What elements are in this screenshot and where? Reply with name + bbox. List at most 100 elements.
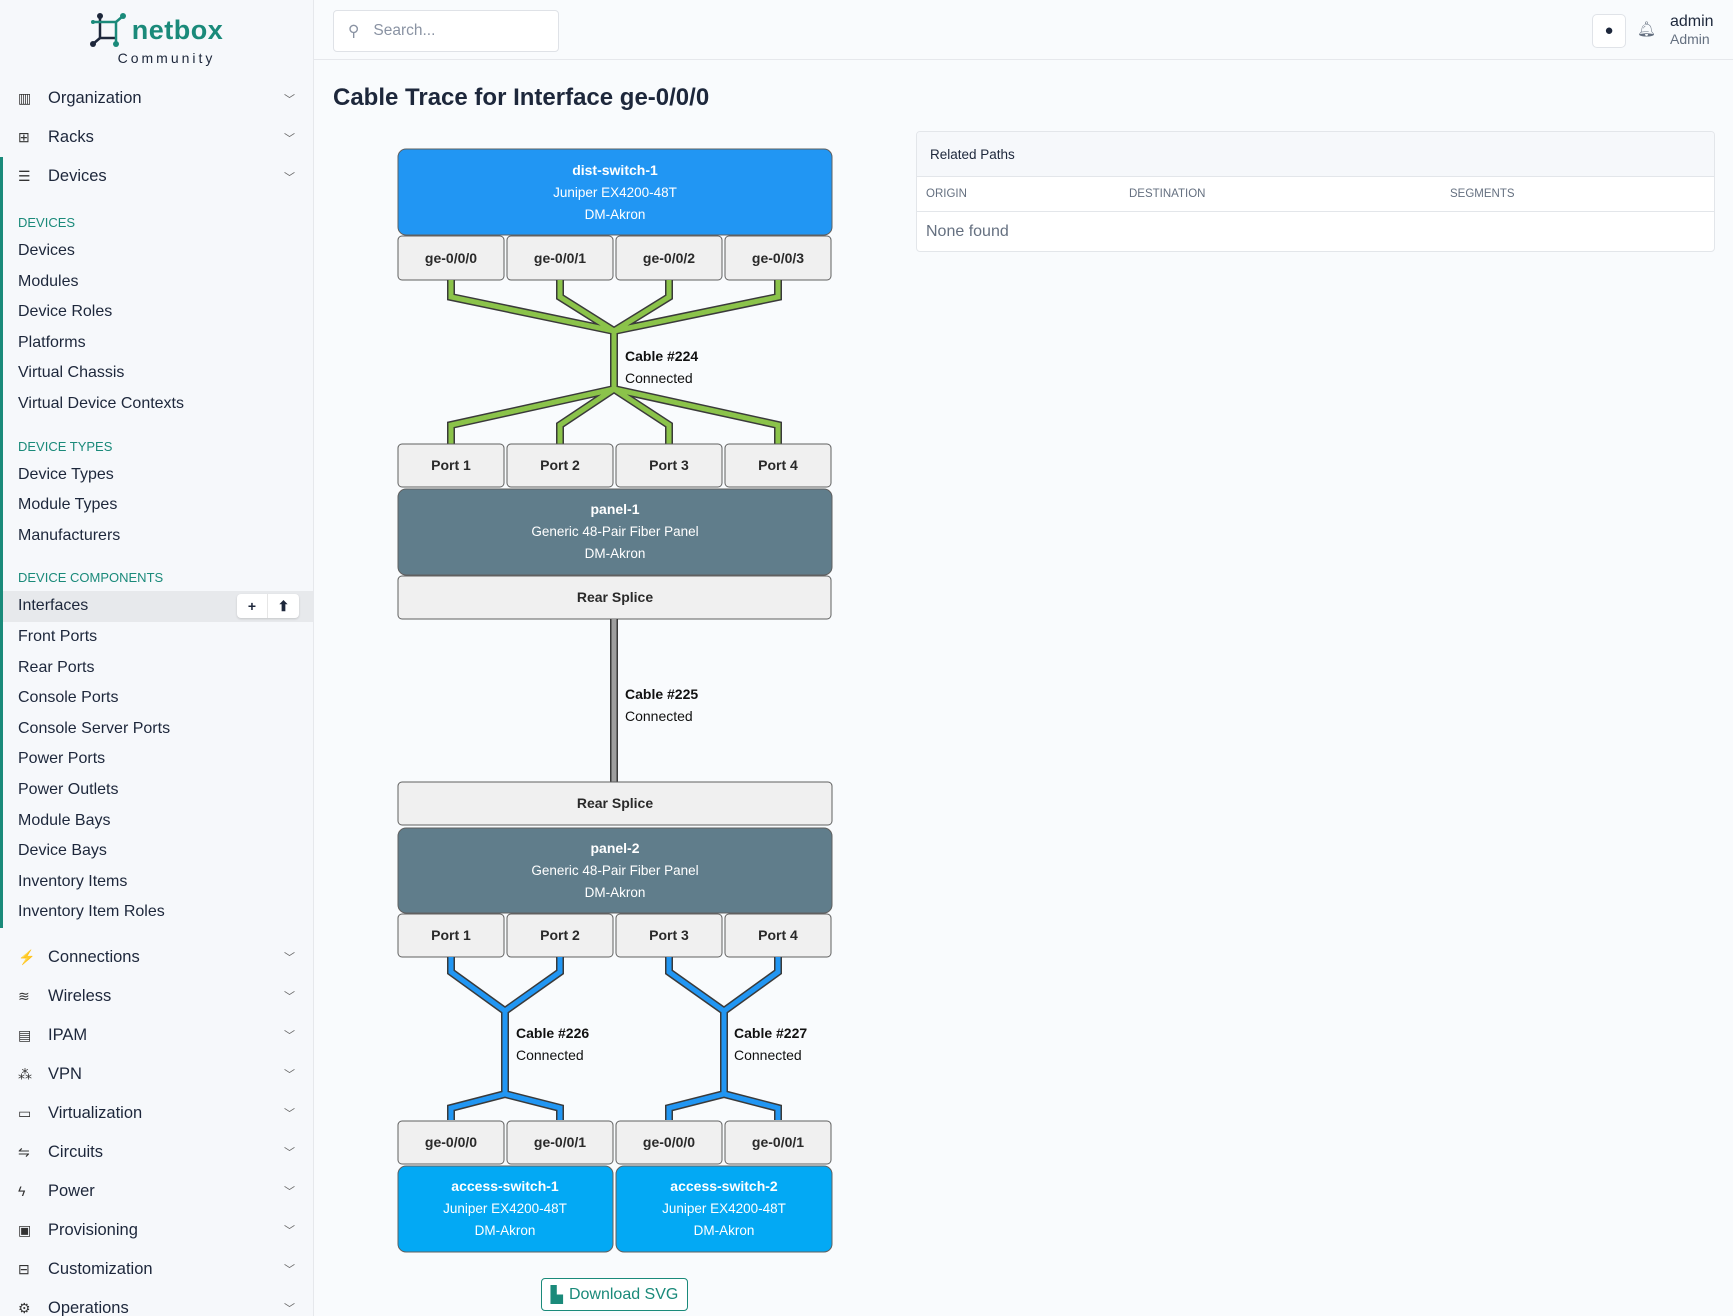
sidebar-item-power-ports[interactable]: Power Ports (18, 750, 106, 768)
port-label: Port 4 (758, 457, 798, 473)
sidebar-item-modules[interactable]: Modules (18, 272, 79, 290)
theme-toggle-button[interactable]: ● (1592, 14, 1626, 48)
sidebar-item-rear-ports[interactable]: Rear Ports (18, 658, 95, 676)
user-role: Admin (1670, 31, 1710, 47)
download-svg-button[interactable]: ▙ Download SVG (541, 1278, 688, 1311)
sidebar-item-device-bays[interactable]: Device Bays (18, 842, 107, 860)
sidebar-item-front-ports[interactable]: Front Ports (18, 627, 98, 645)
chevron-down-icon: ﹀ (284, 1147, 295, 1160)
chevron-down-icon: ﹀ (284, 93, 295, 106)
sidebar-item-device-roles[interactable]: Device Roles (18, 303, 113, 321)
front-port-2[interactable]: Port 2 (506, 913, 614, 958)
sidebar-item-device-types[interactable]: Device Types (18, 465, 114, 483)
nav-circuits[interactable]: ⇋ Circuits ﹀ (0, 1133, 313, 1172)
search-input[interactable]: ⚲ Search... (333, 10, 559, 52)
cable-status: Connected (625, 708, 693, 724)
nav-power[interactable]: ϟ Power ﹀ (0, 1172, 313, 1211)
sidebar-item-manufacturers[interactable]: Manufacturers (18, 526, 121, 544)
user-name: admin (1670, 13, 1714, 30)
device-site: DM-Akron (585, 207, 646, 222)
front-port-1[interactable]: Port 1 (397, 913, 505, 958)
column-destination[interactable]: Destination (1129, 188, 1206, 200)
interface-ge-0-0-2[interactable]: ge-0/0/2 (615, 235, 723, 281)
sidebar-item-virtual-chassis[interactable]: Virtual Chassis (18, 364, 125, 382)
netbox-logo[interactable]: netbox Community (0, 0, 313, 79)
cable-label[interactable]: Cable #225 (625, 686, 698, 702)
nav-connections[interactable]: ⚡ Connections ﹀ (0, 938, 313, 977)
cable-227[interactable]: Cable #227 Connected (665, 957, 807, 1120)
file-icon: ▣ (18, 1221, 32, 1238)
cable-status: Connected (734, 1047, 802, 1063)
column-segments[interactable]: Segments (1450, 188, 1515, 200)
nav-provisioning[interactable]: ▣ Provisioning ﹀ (0, 1211, 313, 1250)
sidebar-item-inventory-item-roles[interactable]: Inventory Item Roles (18, 903, 165, 921)
cable-label[interactable]: Cable #224 (625, 348, 698, 364)
access-switch-2-device[interactable]: access-switch-2 Juniper EX4200-48T DM-Ak… (615, 1165, 833, 1253)
access-switch-1-device[interactable]: access-switch-1 Juniper EX4200-48T DM-Ak… (397, 1165, 614, 1253)
cable-225[interactable]: Cable #225 Connected (610, 619, 698, 782)
device-name: access-switch-2 (670, 1178, 778, 1194)
sidebar-item-inventory-items[interactable]: Inventory Items (18, 872, 128, 890)
panel-1-rear-port[interactable]: Rear Splice (397, 575, 832, 620)
cable-label[interactable]: Cable #226 (516, 1025, 589, 1041)
interface-ge-0-0-3[interactable]: ge-0/0/3 (724, 235, 832, 281)
add-interface-button[interactable]: + (237, 594, 268, 619)
nav-wireless[interactable]: ≋ Wireless ﹀ (0, 977, 313, 1016)
chevron-down-icon: ﹀ (284, 132, 295, 145)
user-menu[interactable]: admin Admin (1670, 13, 1714, 47)
nav-operations[interactable]: ⚙ Operations ﹀ (0, 1289, 313, 1316)
chevron-down-icon: ﹀ (284, 1069, 295, 1082)
nav-ipam[interactable]: ▤ IPAM ﹀ (0, 1016, 313, 1055)
front-port-3[interactable]: Port 3 (615, 913, 723, 958)
port-label: Port 3 (649, 457, 689, 473)
sidebar-item-label: Interfaces (18, 597, 89, 615)
section-device-types: Device Types (18, 438, 113, 454)
sidebar-item-devices[interactable]: Devices (18, 242, 75, 259)
port-label: ge-0/0/1 (534, 250, 586, 266)
nav-vpn[interactable]: ⁂ VPN ﹀ (0, 1055, 313, 1094)
interface-ge-0-0-0[interactable]: ge-0/0/0 (397, 235, 505, 281)
panel-2-device[interactable]: panel-2 Generic 48-Pair Fiber Panel DM-A… (397, 827, 833, 914)
interface-ge-0-0-0[interactable]: ge-0/0/0 (397, 1120, 505, 1165)
interface-ge-0-0-1[interactable]: ge-0/0/1 (506, 1120, 614, 1165)
port-label: ge-0/0/0 (643, 1134, 695, 1150)
front-port-2[interactable]: Port 2 (506, 443, 614, 488)
port-label: Port 2 (540, 927, 580, 943)
front-port-1[interactable]: Port 1 (397, 443, 505, 488)
notifications-bell-icon[interactable]: 🔔︎ (1637, 21, 1657, 38)
sidebar-item-console-server-ports[interactable]: Console Server Ports (18, 719, 171, 737)
search-placeholder: Search... (373, 22, 436, 39)
cable-226[interactable]: Cable #226 Connected (447, 957, 589, 1120)
cable-224[interactable]: Cable #224 Connected (447, 280, 782, 444)
interface-ge-0-0-1[interactable]: ge-0/0/1 (724, 1120, 832, 1165)
cable-label[interactable]: Cable #227 (734, 1025, 807, 1041)
sidebar-item-power-outlets[interactable]: Power Outlets (18, 780, 119, 798)
origin-device[interactable]: dist-switch-1 Juniper EX4200-48T DM-Akro… (397, 148, 833, 236)
nav-virtualization[interactable]: ▭ Virtualization ﹀ (0, 1094, 313, 1133)
nav-organization[interactable]: ▥ Organization ﹀ (0, 79, 313, 118)
nav-label: Racks (48, 128, 94, 146)
sidebar-item-module-bays[interactable]: Module Bays (18, 811, 111, 829)
nav-devices[interactable]: ☰ Devices ﹀ (3, 157, 313, 196)
sidebar-item-vdcs[interactable]: Virtual Device Contexts (18, 394, 184, 412)
import-interfaces-button[interactable]: ⬆ (277, 598, 290, 615)
vpn-icon: ⁂ (18, 1065, 32, 1082)
top-bar: ⚲ Search... ● 🔔︎ admin Admin (314, 0, 1733, 60)
front-port-4[interactable]: Port 4 (724, 443, 832, 488)
panel-1-device[interactable]: panel-1 Generic 48-Pair Fiber Panel DM-A… (397, 488, 833, 576)
sidebar-item-interfaces[interactable]: Interfaces + ⬆ (3, 591, 313, 622)
front-port-3[interactable]: Port 3 (615, 443, 723, 488)
file-download-icon: ▙ (550, 1286, 563, 1304)
column-origin[interactable]: Origin (926, 188, 967, 200)
device-name: access-switch-1 (451, 1178, 559, 1194)
interface-ge-0-0-1[interactable]: ge-0/0/1 (506, 235, 614, 281)
panel-2-rear-port[interactable]: Rear Splice (397, 781, 833, 826)
sidebar-item-module-types[interactable]: Module Types (18, 496, 118, 514)
nav-racks[interactable]: ⊞ Racks ﹀ (0, 118, 313, 157)
front-port-4[interactable]: Port 4 (724, 913, 832, 958)
chevron-down-icon: ﹀ (284, 952, 295, 965)
sidebar-item-console-ports[interactable]: Console Ports (18, 689, 119, 707)
sidebar-item-platforms[interactable]: Platforms (18, 333, 86, 351)
interface-ge-0-0-0[interactable]: ge-0/0/0 (615, 1120, 723, 1165)
nav-customization[interactable]: ⊟ Customization ﹀ (0, 1250, 313, 1289)
